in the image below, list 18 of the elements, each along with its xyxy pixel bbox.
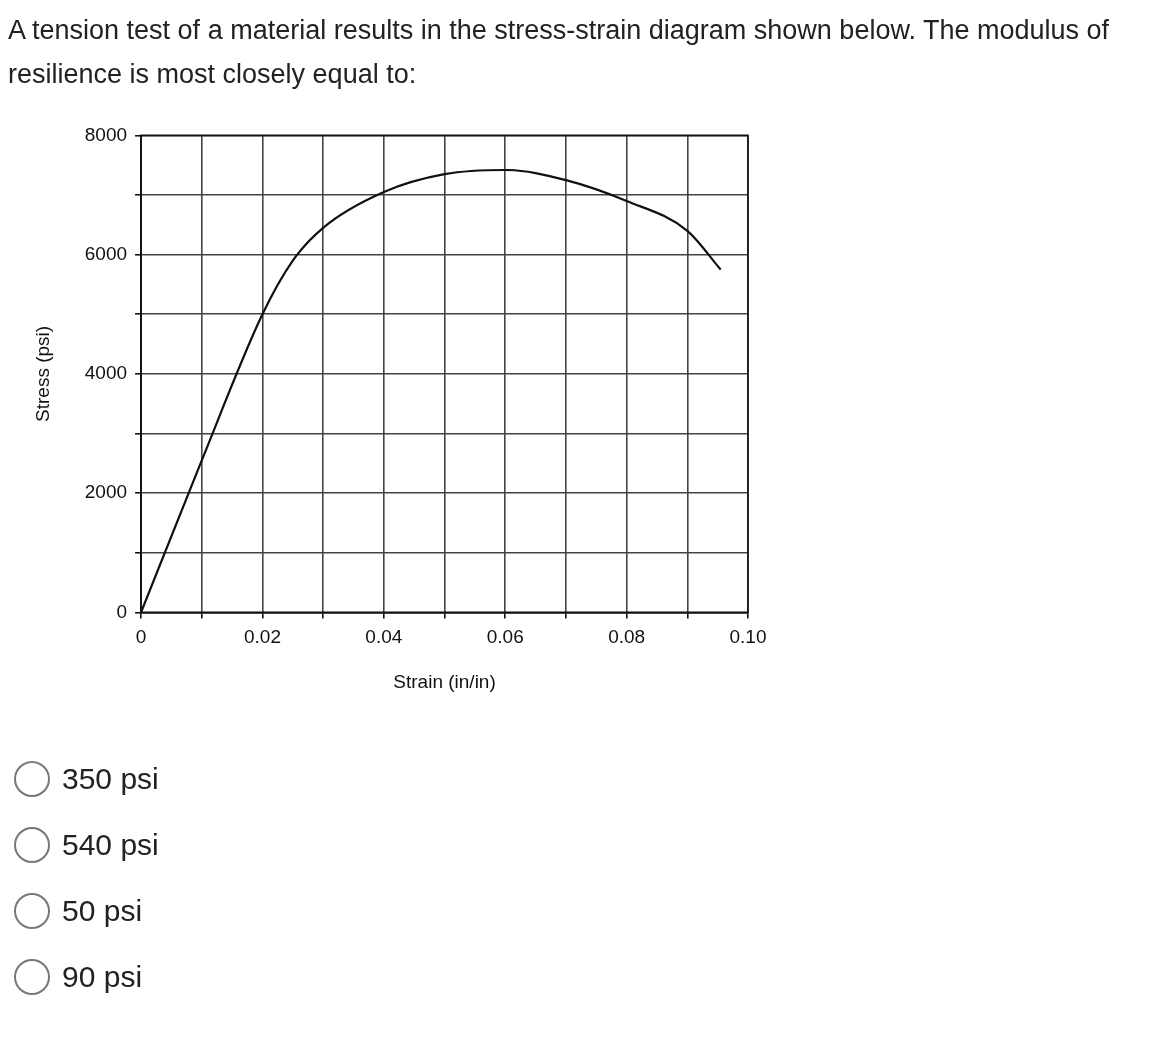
text: 350 psi [62,762,159,796]
x-tick-label: 0.10 [729,626,767,648]
x-tick-label: 0.02 [243,626,281,648]
x-tick-label: 0.08 [608,626,646,648]
x-axis-title: Strain (in/in) [393,670,496,692]
y-tick-label: 2000 [84,481,128,503]
chart-title: A tension test of a material results in the stress-strain diagram shown below. The modulus of resilience is most closely equal to: [8,14,1111,91]
x-tick-label: 0.06 [486,626,524,648]
text: 540 psi [62,828,159,862]
text: 50 psi [62,894,143,928]
text: 90 psi [62,960,143,994]
y-axis-title: Stress (psi) [31,325,53,422]
x-tick-label: 0.04 [365,626,403,648]
y-tick-label: 4000 [84,362,128,384]
y-tick-label: 0 [116,600,128,622]
y-tick-label: 8000 [84,123,128,145]
x-tick-label: 0 [135,626,147,648]
y-tick-label: 6000 [84,242,128,264]
